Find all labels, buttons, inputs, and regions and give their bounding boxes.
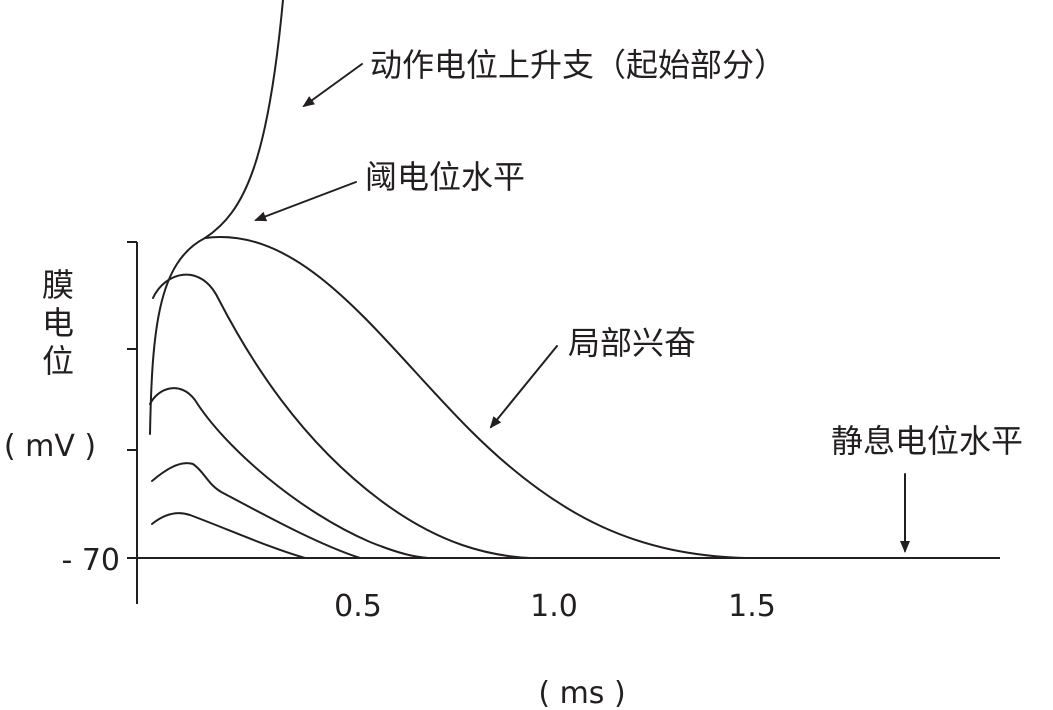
x-tick-label-1-0: 1.0 (530, 589, 578, 624)
local-excitation-arrow (489, 345, 558, 429)
local-response-curve-2 (151, 462, 361, 559)
y-unit-label: ( mV ) (4, 429, 96, 464)
action-potential-label: 动作电位上升支（起始部分） (370, 46, 786, 84)
local-response-curve-1 (151, 512, 306, 559)
y-label-char-3: 位 (42, 342, 74, 380)
local-response-curve-4 (152, 273, 531, 559)
threshold-label: 阈电位水平 (365, 158, 525, 196)
threshold-arrow (254, 181, 357, 222)
x-tick-label-1-5: 1.5 (728, 589, 776, 624)
resting-potential-label: 静息电位水平 (831, 422, 1023, 460)
local-response-curve-3 (149, 387, 429, 559)
y-label-char-1: 膜 (42, 266, 74, 304)
local-excitation-label: 局部兴奋 (568, 324, 696, 362)
action-potential-arrow (302, 63, 363, 108)
y-label-char-2: 电 (42, 304, 74, 342)
x-unit-label: ( ms ) (538, 676, 625, 710)
x-tick-label-0-5: 0.5 (334, 589, 382, 624)
threshold-local-response-curve (204, 235, 746, 559)
y-tick-label-rest: - 70 (61, 543, 120, 578)
